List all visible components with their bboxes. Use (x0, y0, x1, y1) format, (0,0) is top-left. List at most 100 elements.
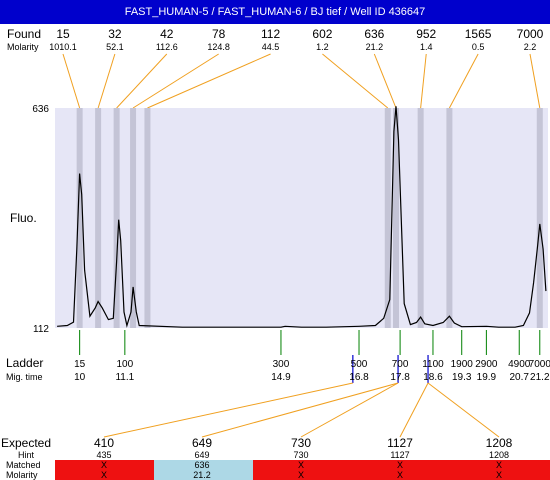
found-size: 952 (416, 27, 436, 41)
found-molarity: 1.2 (316, 42, 329, 52)
ladder-size: 500 (351, 359, 368, 370)
found-connector (97, 53, 116, 109)
found-size: 7000 (517, 27, 544, 41)
expected-connector (427, 382, 500, 438)
matched-value: X (397, 460, 403, 470)
peak-band (417, 108, 424, 328)
expected-size: 1127 (387, 436, 413, 450)
found-size: 1565 (465, 27, 492, 41)
found-molarity: 0.5 (472, 42, 485, 52)
ladder-size: 7000 (529, 359, 550, 370)
ladder-size: 100 (116, 359, 133, 370)
expected-label: Expected (1, 436, 51, 450)
ladder-size: 4900 (508, 359, 531, 370)
found-molarity: 21.2 (366, 42, 384, 52)
found-size: 32 (108, 27, 122, 41)
molarity-label: Molarity (7, 42, 39, 52)
found-size: 42 (160, 27, 174, 41)
matched-label: Matched (6, 460, 41, 470)
ladder-time: 10 (74, 372, 86, 383)
found-size: 78 (212, 27, 226, 41)
hint-label: Hint (18, 450, 35, 460)
matched-value: X (496, 460, 502, 470)
expected-size: 730 (291, 436, 311, 450)
mig-time-label: Mig. time (6, 372, 43, 382)
ladder-label: Ladder (6, 356, 43, 370)
ladder-time: 11.1 (115, 372, 134, 383)
ladder-size: 2900 (475, 359, 498, 370)
found-molarity: 124.8 (207, 42, 230, 52)
found-size: 112 (261, 27, 280, 41)
hint-value: 649 (194, 450, 209, 460)
peak-band (95, 108, 102, 328)
match-cell (55, 460, 154, 480)
match-cell (451, 460, 550, 480)
chart-title: FAST_HUMAN-5 / FAST_HUMAN-6 / BJ tief / … (0, 0, 550, 24)
ladder-size: 1100 (422, 359, 444, 370)
hint-value: 1127 (390, 450, 409, 460)
found-size: 602 (312, 27, 332, 41)
ladder-size: 15 (74, 359, 86, 370)
ladder-time: 19.9 (477, 372, 497, 383)
found-connector (373, 53, 397, 109)
molarity-value: X (496, 470, 502, 480)
y-tick-label: 112 (33, 324, 49, 335)
fluo-label: Fluo. (10, 211, 37, 225)
peak-band (384, 108, 391, 328)
match-cell (154, 460, 253, 480)
found-molarity: 2.2 (524, 42, 537, 52)
fluorescence-trace (57, 106, 547, 328)
hint-value: 1208 (489, 450, 509, 460)
ladder-size: 300 (273, 359, 290, 370)
ladder-size: 700 (392, 359, 409, 370)
expected-size: 1208 (486, 436, 513, 450)
match-cell (352, 460, 451, 480)
ladder-time: 20.7 (510, 372, 530, 383)
ladder-time: 14.9 (271, 372, 291, 383)
found-connector (420, 53, 427, 109)
found-connector (132, 53, 219, 109)
found-size: 15 (56, 27, 70, 41)
expected-connector (103, 382, 353, 438)
found-molarity: 44.5 (262, 42, 280, 52)
expected-connector (201, 382, 399, 438)
found-molarity: 1.4 (420, 42, 433, 52)
ladder-time: 19.3 (452, 372, 472, 383)
found-molarity: 112.6 (156, 42, 178, 52)
ladder-time: 18.6 (423, 372, 443, 383)
y-tick-label: 636 (32, 104, 49, 115)
hint-value: 730 (293, 450, 308, 460)
molarity-value: X (101, 470, 107, 480)
molarity-row-label: Molarity (6, 470, 38, 480)
ladder-time: 17.8 (390, 372, 410, 383)
peak-band (144, 108, 151, 328)
expected-size: 410 (94, 436, 114, 450)
ladder-size: 1900 (451, 359, 474, 370)
peak-band (536, 108, 543, 328)
matched-value: 636 (194, 460, 209, 470)
hint-value: 435 (96, 450, 111, 460)
peak-band (113, 108, 120, 328)
matched-value: X (101, 460, 107, 470)
molarity-value: X (397, 470, 403, 480)
found-molarity: 1010.1 (49, 42, 77, 52)
found-connector (322, 53, 389, 109)
found-size: 636 (364, 27, 384, 41)
peak-band (76, 108, 83, 328)
molarity-value: X (298, 470, 304, 480)
ladder-time: 16.8 (349, 372, 369, 383)
found-connector (448, 53, 479, 109)
peak-band (446, 108, 453, 328)
expected-connector (399, 382, 429, 438)
found-connector (62, 53, 81, 109)
molarity-value: 21.2 (193, 470, 211, 480)
peak-band (392, 108, 399, 328)
found-connector (147, 53, 271, 109)
plot-area (55, 108, 548, 328)
found-molarity: 52.1 (106, 42, 124, 52)
ladder-time: 21.2 (530, 372, 550, 383)
found-label: Found (7, 27, 41, 41)
found-connector (529, 53, 541, 109)
match-cell (253, 460, 352, 480)
